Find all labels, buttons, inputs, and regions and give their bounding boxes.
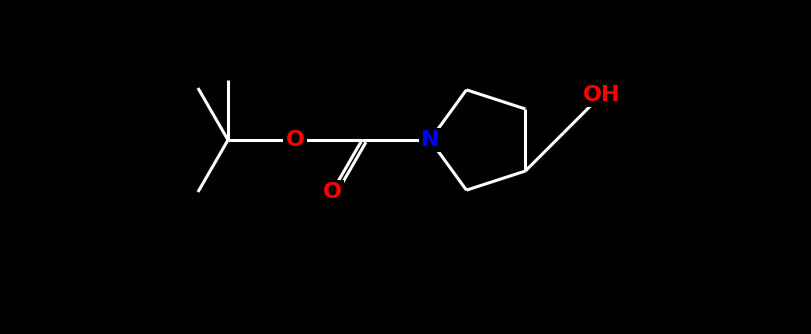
Text: O: O — [323, 182, 341, 202]
Text: O: O — [285, 130, 304, 150]
Text: OH: OH — [583, 85, 620, 105]
Text: N: N — [421, 130, 440, 150]
